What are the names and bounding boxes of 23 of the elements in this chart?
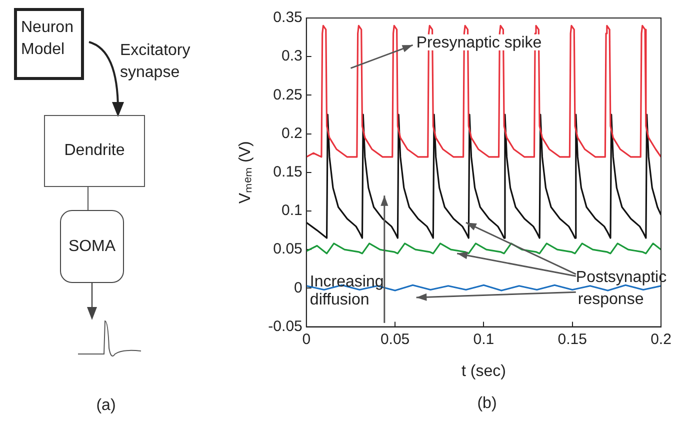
- y-tick-label: -0.05: [268, 318, 302, 335]
- y-tick-label: 0.3: [282, 48, 302, 65]
- y-tick-label: 0: [294, 279, 302, 296]
- y-tick-label: 0.1: [282, 202, 302, 220]
- y-tick-label: 0.05: [273, 240, 302, 258]
- text: Neuron Model: [14, 8, 84, 80]
- x-tick-label: 0.05: [380, 330, 410, 348]
- text: (a): [95, 396, 117, 416]
- y-tick-label: 0.35: [273, 9, 302, 26]
- y-tick-label: 0.15: [273, 164, 302, 181]
- y-axis-title: Vₘₑₘ (V): [237, 141, 254, 204]
- y-tick-label: 0.25: [273, 86, 302, 104]
- text: Excitatory synapse: [120, 41, 192, 83]
- annotation: Increasing diffusion: [310, 274, 384, 309]
- y-tick-label: 0.2: [282, 124, 302, 142]
- text: SOMA: [60, 210, 124, 283]
- x-tick-label: 0.15: [558, 330, 587, 348]
- x-tick-label: 0.2: [650, 330, 672, 348]
- x-tick-label: 0.1: [473, 330, 494, 348]
- x-axis-title: t (sec): [461, 362, 506, 380]
- text: Dendrite: [44, 115, 145, 187]
- annotation: Presynaptic spike: [416, 34, 542, 52]
- text: (b): [476, 395, 498, 413]
